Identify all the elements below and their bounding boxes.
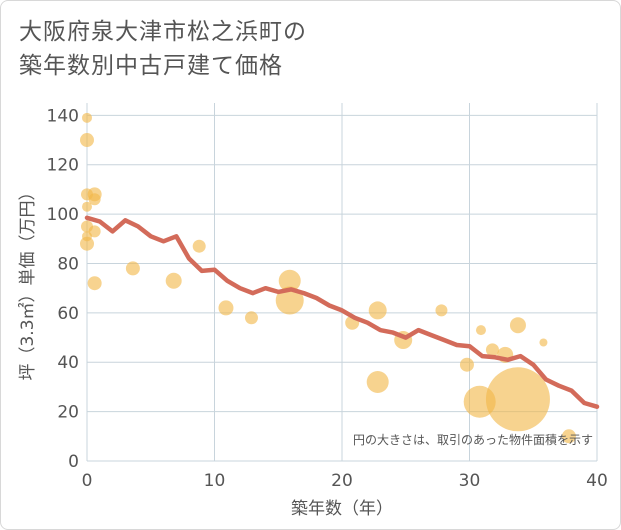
bubble-size-note: 円の大きさは、取引のあった物件面積を示す [353,432,593,447]
y-axis-label: 坪（3.3㎡）単価（万円） [18,183,38,380]
bubble-19 [368,301,387,320]
bubble-25 [475,325,486,336]
chart-title-line1: 大阪府泉大津市松之浜町の [19,19,307,45]
y-tick-label-6: 120 [47,156,79,176]
bubble-1 [80,133,94,148]
x-tick-label-1: 10 [204,471,226,491]
y-tick-label-3: 60 [57,304,79,324]
y-tick-label-7: 140 [47,106,79,126]
bubble-20 [366,370,389,393]
y-tick-label-4: 80 [57,254,79,274]
bubble-3 [82,201,92,212]
bubble-31 [561,429,576,444]
bubble-8 [88,193,101,206]
bubble-23 [459,357,474,372]
chart-title: 大阪府泉大津市松之浜町の 築年数別中古戸建て価格 [19,15,307,83]
bubble-26 [485,343,499,357]
bubble-series [80,112,576,444]
y-axis-ticks: 0 20 40 60 80 100 120 140 [47,106,79,472]
y-tick-label-1: 20 [57,403,79,423]
bubble-30 [539,338,548,347]
bubble-11 [125,261,140,276]
y-tick-label-2: 40 [57,353,79,373]
y-tick-label-5: 100 [47,205,79,225]
x-tick-label-0: 0 [82,471,93,491]
bubble-0 [82,112,92,123]
bubble-6 [80,236,94,251]
bubble-14 [218,300,234,316]
bubble-13 [192,239,206,253]
bubble-22 [435,304,448,317]
bubble-10 [87,276,102,291]
bubble-15 [244,311,258,325]
x-axis-label: 築年数（年） [291,499,393,519]
trend-line-0 [84,215,600,409]
chart-title-line2: 築年数別中古戸建て価格 [19,53,283,79]
trend-line-series [84,215,600,409]
bubble-12 [165,272,182,289]
bubble-29 [485,367,550,432]
y-tick-label-0: 0 [68,452,79,472]
bubble-28 [509,317,526,334]
x-tick-label-4: 40 [586,471,608,491]
x-axis-ticks: 0 10 20 30 40 [82,471,608,491]
bubble-17 [275,286,304,315]
bubble-9 [88,225,101,238]
x-tick-label-2: 20 [331,471,353,491]
bubble-16 [278,269,301,292]
x-tick-label-3: 30 [459,471,481,491]
